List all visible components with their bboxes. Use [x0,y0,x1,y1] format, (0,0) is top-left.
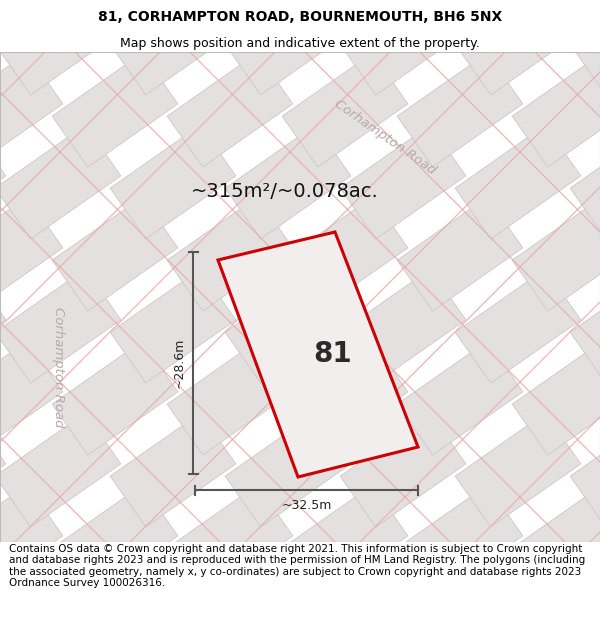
Polygon shape [218,232,418,477]
Polygon shape [455,413,581,527]
Polygon shape [397,485,523,599]
Polygon shape [512,485,600,599]
Text: ~315m²/~0.078ac.: ~315m²/~0.078ac. [191,182,379,201]
Text: ~28.6m: ~28.6m [173,338,185,388]
Polygon shape [340,413,466,527]
Polygon shape [397,341,523,455]
Polygon shape [455,269,581,383]
Polygon shape [512,197,600,311]
Polygon shape [52,485,178,599]
Polygon shape [397,53,523,167]
Polygon shape [167,197,293,311]
Polygon shape [0,0,63,23]
Text: ~32.5m: ~32.5m [281,499,332,512]
Polygon shape [455,557,581,625]
Polygon shape [167,485,293,599]
Polygon shape [340,269,466,383]
Polygon shape [570,125,600,239]
Polygon shape [0,269,6,383]
Polygon shape [570,413,600,527]
Polygon shape [110,413,236,527]
Polygon shape [455,0,581,95]
Polygon shape [282,53,408,167]
Text: Corhampton Road: Corhampton Road [332,97,438,177]
Polygon shape [167,53,293,167]
Polygon shape [0,413,121,527]
Polygon shape [282,341,408,455]
Polygon shape [282,0,408,23]
Polygon shape [52,341,178,455]
Polygon shape [0,0,6,95]
Polygon shape [52,53,178,167]
Polygon shape [570,557,600,625]
Polygon shape [340,557,466,625]
Polygon shape [0,485,63,599]
Polygon shape [0,197,63,311]
Polygon shape [110,0,236,95]
Text: Corhampton Road: Corhampton Road [52,307,65,428]
Polygon shape [110,269,236,383]
Polygon shape [167,0,293,23]
Polygon shape [512,0,600,23]
Polygon shape [282,197,408,311]
Polygon shape [225,0,351,95]
Text: 81, CORHAMPTON ROAD, BOURNEMOUTH, BH6 5NX: 81, CORHAMPTON ROAD, BOURNEMOUTH, BH6 5N… [98,11,502,24]
Polygon shape [0,125,6,239]
Polygon shape [397,197,523,311]
Polygon shape [225,413,351,527]
Polygon shape [0,413,6,527]
Polygon shape [570,0,600,95]
Polygon shape [225,557,351,625]
Text: 81: 81 [313,340,352,368]
Polygon shape [110,557,236,625]
Polygon shape [282,485,408,599]
Polygon shape [340,125,466,239]
Polygon shape [0,269,121,383]
Polygon shape [0,125,121,239]
Polygon shape [52,197,178,311]
Text: Map shows position and indicative extent of the property.: Map shows position and indicative extent… [120,38,480,51]
Polygon shape [0,341,63,455]
Polygon shape [0,557,121,625]
Polygon shape [110,125,236,239]
Polygon shape [397,0,523,23]
Polygon shape [0,557,6,625]
Polygon shape [225,125,351,239]
Polygon shape [0,0,121,95]
Polygon shape [167,341,293,455]
Polygon shape [512,53,600,167]
Polygon shape [455,125,581,239]
Polygon shape [0,53,63,167]
Polygon shape [570,269,600,383]
Polygon shape [340,0,466,95]
Text: Contains OS data © Crown copyright and database right 2021. This information is : Contains OS data © Crown copyright and d… [9,544,585,589]
Polygon shape [512,341,600,455]
Polygon shape [225,269,351,383]
Polygon shape [52,0,178,23]
